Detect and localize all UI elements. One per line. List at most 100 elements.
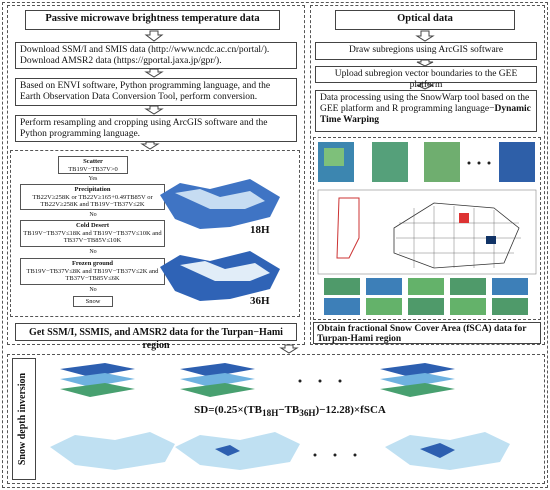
layer (380, 373, 455, 387)
node-rule: TB19V−TB37V≤18K and TB19V−TB37V≤10K and … (23, 229, 162, 245)
image-tile (366, 278, 402, 295)
node-rule: TB19V−TB37V≤8K and TB19V−TB37V≤2K and TB… (26, 267, 159, 283)
map-detail (180, 261, 270, 281)
layer (60, 363, 135, 377)
dot (298, 379, 302, 383)
node-title: Precipitation (74, 186, 111, 193)
formula-sub: 18H (262, 408, 279, 419)
step-emphasis: Dynamic Time Warping (320, 104, 531, 125)
image-tile (492, 298, 528, 315)
image-tile (366, 298, 402, 315)
depth-map (50, 432, 175, 470)
image-tile (450, 278, 486, 295)
arrow (140, 141, 160, 150)
step-box: Upload subregion vector boundaries to th… (315, 66, 537, 90)
layer (60, 383, 135, 397)
arrow (144, 68, 164, 78)
image-tile (324, 148, 344, 166)
cell-mark (459, 213, 469, 223)
depth-map-detail (215, 445, 240, 456)
formula-part: )−12.28)×fSCA (315, 404, 386, 416)
image-tile (450, 298, 486, 315)
dot (333, 453, 337, 457)
map-label: 36H (250, 295, 270, 307)
layer (180, 363, 255, 377)
node-title: Frozen ground (71, 260, 114, 267)
flow-node: Precipitation TB22V≥258K or TB22V≥165+0.4… (20, 184, 165, 210)
dot (318, 379, 322, 383)
layer (60, 373, 135, 387)
map-detail (175, 189, 265, 209)
image-tile (424, 142, 460, 182)
step-text: Data processing using the SnowWarp tool … (320, 93, 530, 114)
right-panel (310, 5, 545, 345)
flow-node: Scatter TB19V−TB37V>0 (58, 156, 128, 174)
image-tile (408, 298, 444, 315)
node-rule: TB19V−TB37V>0 (68, 165, 118, 173)
step-box: Draw subregions using ArcGIS software (315, 42, 537, 60)
step-box: Perform resampling and cropping using Ar… (15, 115, 297, 142)
snow-maps (160, 179, 280, 301)
dot (477, 161, 481, 165)
layer (180, 373, 255, 387)
step-box: Based on ENVI software, Python programmi… (15, 78, 297, 106)
arrow (416, 59, 434, 67)
node-rule: TB22V≥258K or TB22V≥165+0.49TB85V or TB2… (32, 193, 153, 209)
image-tile (324, 278, 360, 295)
dot (353, 453, 357, 457)
flow-node: Cold Desert TB19V−TB37V≤18K and TB19V−TB3… (20, 220, 165, 247)
layer (380, 383, 455, 397)
layer (380, 363, 455, 377)
step-text: Download SSM/I and SMIS data (http://www… (20, 45, 270, 55)
optical-images (317, 142, 537, 315)
flowchart-panel (10, 150, 300, 317)
map-label: 18H (250, 224, 270, 236)
left-title: Passive microwave brightness temperature… (25, 10, 280, 30)
arrow (279, 344, 299, 354)
arrow-group (140, 30, 435, 354)
layer-stack (60, 363, 455, 397)
dot (467, 161, 471, 165)
dot (313, 453, 317, 457)
formula-part: −TB (278, 404, 300, 416)
images-panel (313, 137, 541, 320)
node-title: Cold Desert (75, 222, 110, 229)
image-tile (372, 142, 408, 182)
grid-map (393, 202, 520, 269)
flow-label: No (89, 212, 97, 218)
arrow (416, 82, 434, 90)
image-row (324, 278, 528, 315)
layer (180, 383, 255, 397)
node-title: Scatter (83, 158, 103, 165)
region-inset (336, 197, 360, 259)
flow-label: Yes (88, 176, 98, 182)
step-text: Download AMSR2 data (https://gportal.jax… (20, 56, 222, 66)
result-box: Get SSM/I, SSMIS, and AMSR2 data for the… (15, 323, 297, 351)
formula-part: SD=(0.25×(TB (194, 404, 263, 416)
inversion-images (50, 363, 510, 470)
side-label: Snow depth inversion (17, 372, 28, 466)
left-panel (7, 5, 305, 345)
image-tile (499, 142, 535, 182)
flow-label: No (89, 287, 97, 293)
result-box: Obtain fractional Snow Cover Area (fSCA)… (313, 322, 541, 344)
image-tile (492, 278, 528, 295)
formula-sub: 36H (299, 408, 316, 419)
dot (338, 379, 342, 383)
flow-node: Snow (73, 296, 113, 307)
flow-node: Frozen ground TB19V−TB37V≤8K and TB19V−TB… (20, 258, 165, 285)
depth-map-detail (420, 443, 455, 458)
right-title: Optical data (335, 10, 515, 30)
image-tile (408, 278, 444, 295)
arrow (415, 30, 435, 42)
formula: SD=(0.25×(TB18H−TB36H)−12.28)×fSCA (40, 404, 540, 418)
cell-mark (486, 236, 496, 244)
image-tile (324, 298, 360, 315)
side-label-box (12, 358, 36, 480)
flow-label: No (89, 249, 97, 255)
dot (487, 161, 491, 165)
